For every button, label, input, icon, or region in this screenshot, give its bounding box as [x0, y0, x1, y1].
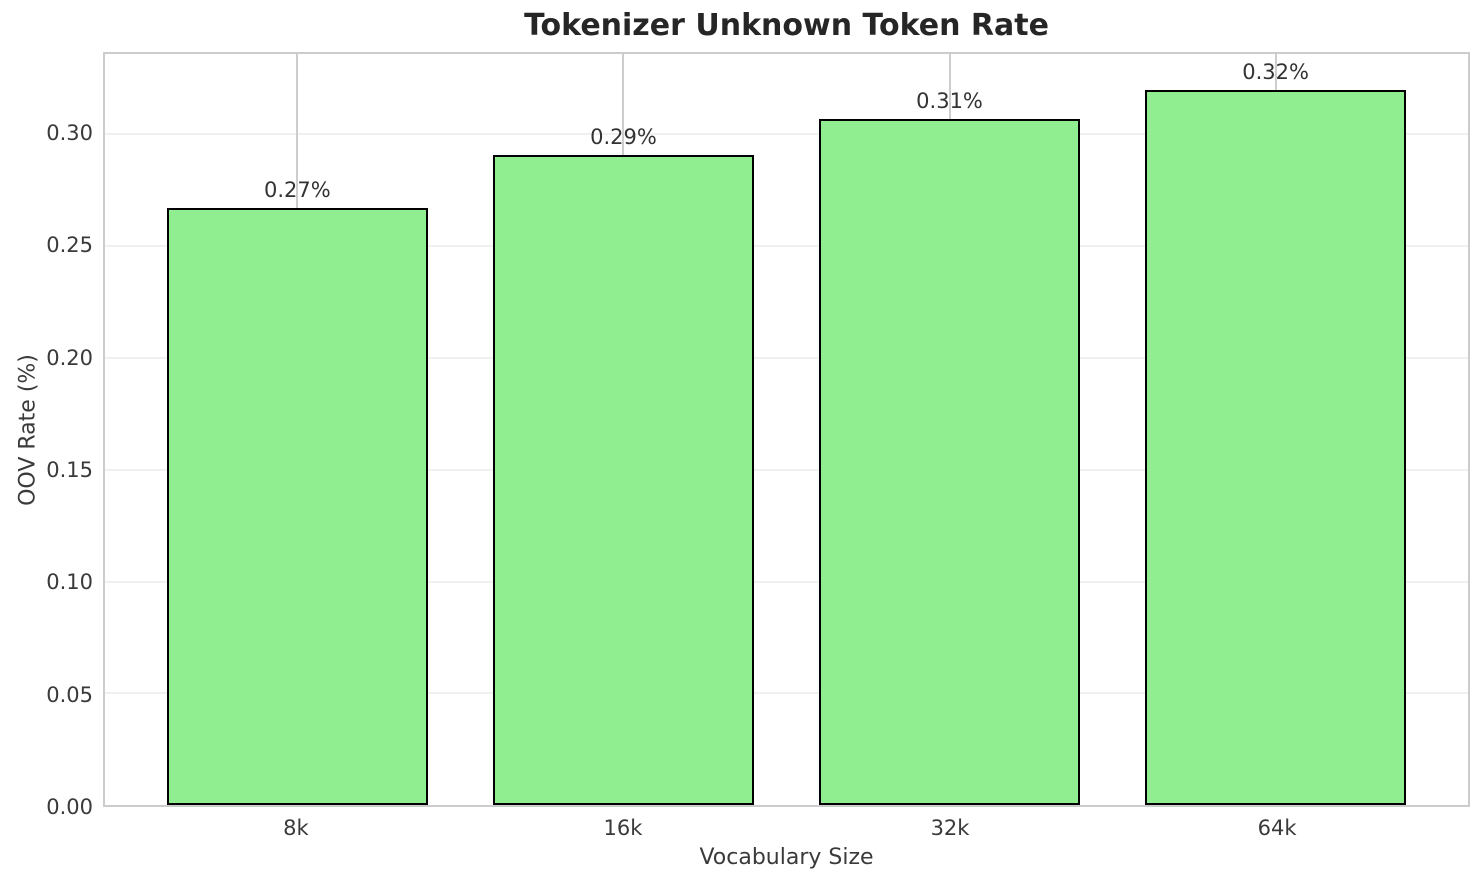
- x-tick-label: 16k: [603, 816, 643, 840]
- y-tick-label: 0.00: [46, 795, 93, 819]
- horizontal-gridline: [105, 468, 1468, 471]
- bar-value-label: 0.31%: [916, 88, 983, 113]
- bar-16k: [493, 154, 754, 805]
- y-tick-label: 0.05: [46, 682, 93, 707]
- y-tick-label: 0.10: [46, 570, 93, 595]
- y-tick-label: 0.25: [46, 233, 93, 258]
- bar-value-label: 0.32%: [1242, 59, 1309, 84]
- horizontal-gridline: [105, 356, 1468, 359]
- horizontal-gridline: [105, 580, 1468, 583]
- bar-8k: [166, 208, 428, 805]
- bar-value-label: 0.29%: [590, 124, 657, 149]
- bar-32k: [819, 118, 1080, 805]
- horizontal-gridline: [105, 692, 1468, 695]
- bar-64k: [1145, 89, 1407, 805]
- chart-title: Tokenizer Unknown Token Rate: [524, 8, 1049, 43]
- y-tick-label: 0.20: [46, 345, 93, 370]
- y-axis-label: OOV Rate (%): [15, 354, 41, 506]
- horizontal-gridline: [105, 133, 1468, 136]
- x-tick-label: 32k: [930, 816, 970, 840]
- plot-area: 0.27% 0.29% 0.31% 0.32%: [103, 52, 1470, 807]
- y-tick-label: 0.30: [46, 120, 93, 145]
- y-tick-label: 0.15: [46, 457, 93, 482]
- horizontal-gridline: [105, 245, 1468, 248]
- x-axis-label: Vocabulary Size: [699, 845, 874, 870]
- x-tick-label: 64k: [1257, 816, 1297, 840]
- x-tick-label: 8k: [283, 816, 309, 840]
- bar-value-label: 0.27%: [264, 178, 331, 203]
